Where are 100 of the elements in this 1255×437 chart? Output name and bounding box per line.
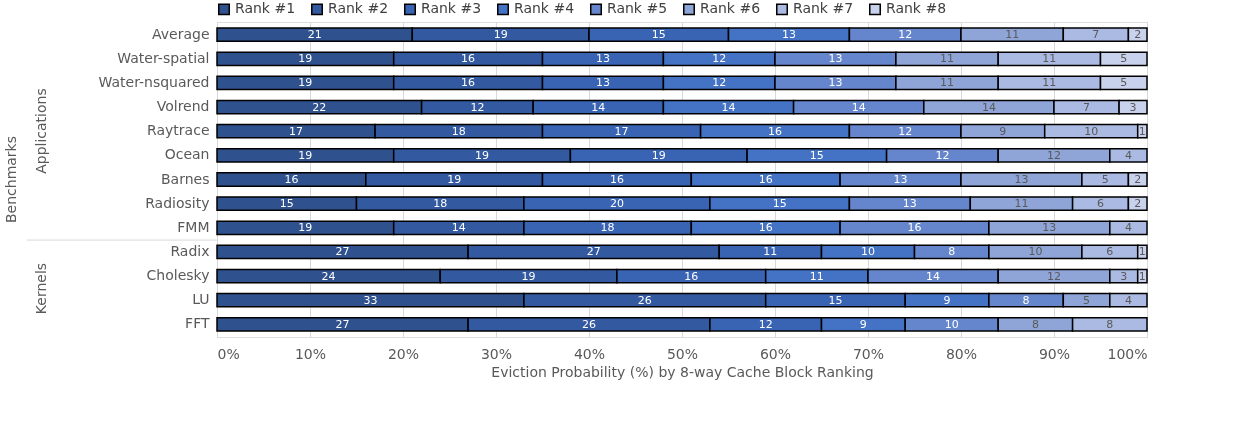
data-label: 13 xyxy=(828,52,843,66)
data-label: 18 xyxy=(433,197,448,211)
data-label: 19 xyxy=(475,148,490,162)
data-label: 12 xyxy=(1047,269,1061,283)
data-label: 6 xyxy=(1106,245,1114,259)
data-label: 12 xyxy=(1047,148,1061,162)
data-label: 7 xyxy=(1092,28,1100,42)
data-label: 11 xyxy=(763,245,778,259)
data-label: 19 xyxy=(298,52,313,66)
data-label: 14 xyxy=(851,100,866,114)
data-label: 27 xyxy=(335,245,350,259)
x-tick-label: 100% xyxy=(1107,345,1148,362)
y-tick-label: Water-nsquared xyxy=(98,73,210,90)
x-tick-label: 30% xyxy=(480,345,513,362)
data-label: 3 xyxy=(1120,269,1128,283)
data-label: 11 xyxy=(1042,76,1057,90)
data-label: 12 xyxy=(712,52,727,66)
data-label: 9 xyxy=(999,124,1007,138)
data-label: 16 xyxy=(758,173,773,186)
data-label: 4 xyxy=(1124,148,1132,162)
data-label: 2 xyxy=(1134,28,1142,42)
data-label: 4 xyxy=(1124,221,1132,235)
data-label: 12 xyxy=(935,148,950,162)
data-label: 19 xyxy=(651,148,666,162)
data-label: 13 xyxy=(1014,173,1029,186)
y-tick-label: FMM xyxy=(177,218,210,235)
data-label: 16 xyxy=(684,269,699,283)
x-tick-label: 80% xyxy=(945,345,978,362)
data-label: 20 xyxy=(609,197,624,211)
data-label: 13 xyxy=(828,76,843,90)
legend-label: Rank #8 xyxy=(886,0,947,17)
data-label: 27 xyxy=(586,245,601,259)
x-tick-label: 10% xyxy=(294,345,327,362)
data-label: 16 xyxy=(768,124,782,138)
data-label: 17 xyxy=(614,124,629,138)
data-label: 26 xyxy=(637,293,652,307)
text: Applications xyxy=(33,88,49,174)
x-tick-label: 90% xyxy=(1038,345,1071,362)
data-label: 26 xyxy=(582,317,596,331)
data-label: 19 xyxy=(298,148,313,162)
data-label: 1 xyxy=(1138,124,1146,138)
x-tick-label: 0% xyxy=(217,345,240,362)
data-label: 27 xyxy=(335,317,350,331)
data-label: 8 xyxy=(948,245,956,259)
y-tick-label: Barnes xyxy=(161,170,210,187)
x-tick-label: 20% xyxy=(387,345,420,362)
legend-label: Rank #6 xyxy=(700,0,761,17)
legend-label: Rank #7 xyxy=(793,0,854,17)
data-label: 22 xyxy=(312,100,327,114)
data-label: 14 xyxy=(926,269,941,283)
data-label: 8 xyxy=(1022,293,1030,307)
x-tick-label: 60% xyxy=(759,345,792,362)
data-label: 1 xyxy=(1138,269,1146,283)
data-label: 16 xyxy=(758,221,773,235)
y-tick-label: Radix xyxy=(170,242,210,259)
data-label: 17 xyxy=(289,124,304,138)
y-tick-label: LU xyxy=(192,291,210,308)
data-label: 19 xyxy=(521,269,536,283)
y-tick-label: FFT xyxy=(185,315,210,332)
y-tick-label: Ocean xyxy=(164,146,210,163)
data-label: 18 xyxy=(451,124,466,138)
legend-label: Rank #1 xyxy=(235,0,296,17)
y-tick-label: Radiosity xyxy=(145,194,210,211)
data-label: 2 xyxy=(1134,197,1142,211)
legend-label: Rank #2 xyxy=(328,0,389,17)
data-label: 13 xyxy=(595,52,610,66)
data-label: 13 xyxy=(902,197,917,211)
y-tick-label: Volrend xyxy=(156,98,210,115)
data-label: 15 xyxy=(828,293,843,307)
data-label: 13 xyxy=(781,28,796,42)
data-label: 1 xyxy=(1138,245,1146,259)
data-label: 11 xyxy=(940,76,955,90)
data-label: 8 xyxy=(1031,317,1039,331)
data-label: 7 xyxy=(1083,100,1091,114)
data-label: 14 xyxy=(721,100,736,114)
legend-label: Rank #3 xyxy=(421,0,482,17)
data-label: 21 xyxy=(307,28,322,42)
x-tick-label: 70% xyxy=(852,345,885,362)
data-label: 3 xyxy=(1129,100,1137,114)
data-label: 15 xyxy=(809,148,824,162)
data-label: 12 xyxy=(470,100,485,114)
data-label: 9 xyxy=(943,293,951,307)
data-label: 16 xyxy=(284,173,299,186)
data-label: 10 xyxy=(1028,245,1043,259)
legend-label: Rank #4 xyxy=(514,0,575,17)
data-label: 14 xyxy=(981,100,996,114)
data-label: 11 xyxy=(1005,28,1020,42)
data-label: 13 xyxy=(595,76,610,90)
data-label: 11 xyxy=(940,52,955,66)
data-label: 16 xyxy=(609,173,624,186)
data-label: 12 xyxy=(898,28,913,42)
data-label: 12 xyxy=(898,124,913,138)
data-label: 8 xyxy=(1106,317,1114,331)
y-tick-label: Raytrace xyxy=(147,122,210,139)
x-tick-label: 50% xyxy=(666,345,699,362)
data-label: 5 xyxy=(1101,173,1109,186)
data-label: 19 xyxy=(298,76,313,90)
data-label: 16 xyxy=(461,52,476,66)
data-label: 12 xyxy=(758,317,773,331)
data-label: 19 xyxy=(298,221,313,235)
